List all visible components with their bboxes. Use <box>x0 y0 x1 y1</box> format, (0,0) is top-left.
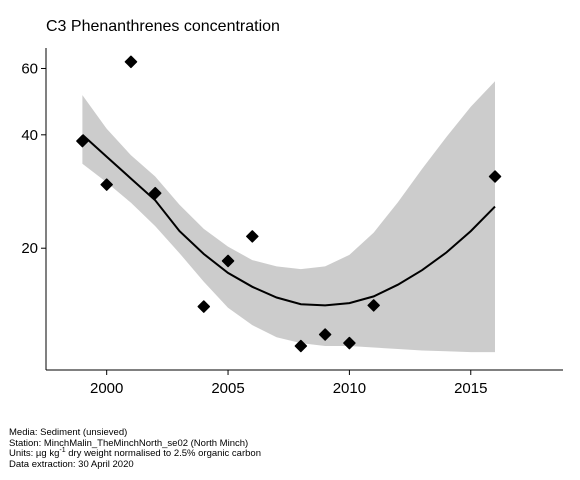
x-tick-label-2005: 2005 <box>211 380 244 397</box>
data-point-2008 <box>294 339 308 353</box>
x-tick-label-2015: 2015 <box>454 380 487 397</box>
data-point-2006 <box>246 230 259 243</box>
y-tick-label-40: 40 <box>21 127 38 144</box>
y-tick-label-20: 20 <box>21 240 38 257</box>
data-point-2000 <box>100 178 113 191</box>
confidence-band <box>82 81 496 353</box>
footer-station: Station: MinchMalin_TheMinchNorth_se02 (… <box>9 437 249 449</box>
footer-units: Units: µg kg-1 dry weight normalised to … <box>9 447 261 460</box>
footer-extraction-date: Data extraction: 30 April 2020 <box>9 458 134 470</box>
data-point-2011 <box>367 299 380 312</box>
trend-line-layer <box>81 134 496 307</box>
data-point-2004 <box>197 300 211 313</box>
data-points-layer <box>76 55 502 353</box>
data-point-2002 <box>148 186 162 200</box>
footer-units-superscript: -1 <box>59 447 66 454</box>
footer-units-prefix: Units: µg kg <box>9 448 60 459</box>
trend-line <box>81 134 496 307</box>
footer-units-suffix: dry weight normalised to 2.5% organic ca… <box>65 448 261 459</box>
data-point-2005 <box>221 254 235 268</box>
data-point-2009 <box>318 328 332 341</box>
confidence-band-layer <box>82 81 496 353</box>
data-point-2001 <box>124 55 138 69</box>
data-point-1999 <box>76 134 89 148</box>
x-tick-label-2010: 2010 <box>333 380 366 397</box>
chart-footer: Media: Sediment (unsieved) Station: Minc… <box>9 427 261 470</box>
y-tick-label-60: 60 <box>21 60 38 77</box>
x-tick-label-2000: 2000 <box>90 380 123 397</box>
scatter-chart: 2000 2005 2010 2015 20 40 60 <box>21 48 563 397</box>
data-point-2010 <box>343 336 356 350</box>
axes-layer: 2000 2005 2010 2015 20 40 60 <box>21 48 563 397</box>
footer-media: Media: Sediment (unsieved) <box>9 427 128 438</box>
data-point-2016 <box>488 170 502 183</box>
chart-title: C3 Phenanthrenes concentration <box>46 18 280 35</box>
